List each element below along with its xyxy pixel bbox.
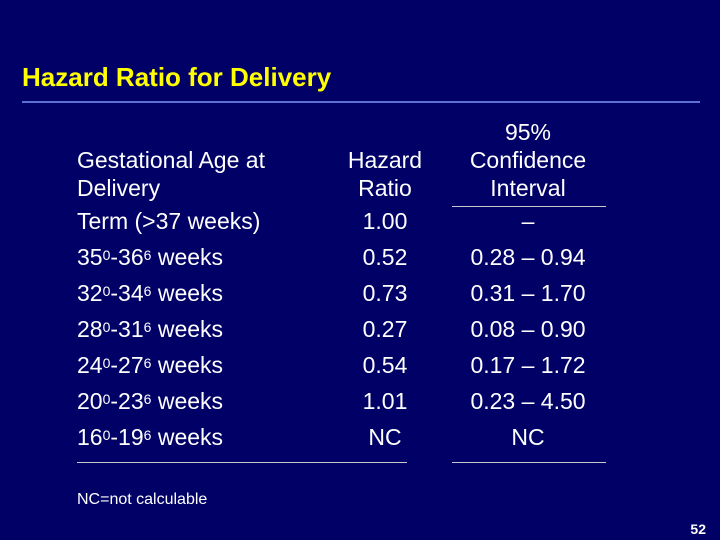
header-rule: [452, 206, 606, 207]
table-cell-confidence-interval: NC: [511, 424, 545, 450]
header-hazard-ratio: Hazard Ratio: [330, 146, 440, 202]
table-cell-hazard-ratio: 0.52: [362, 244, 408, 270]
column-hazard-ratio: 1.00 0.52 0.73 0.27 0.54 1.01 NC: [330, 203, 440, 455]
header-text: 95%: [504, 119, 552, 145]
header-text: Hazard: [347, 147, 423, 173]
table-cell-age: 240-276 weeks: [77, 352, 224, 378]
table-cell-hazard-ratio: 0.73: [362, 280, 408, 306]
header-gestational-age: Gestational Age at Delivery: [77, 146, 265, 202]
column-gestational-age: Term (>37 weeks) 350-366 weeks 320-346 w…: [77, 203, 260, 455]
table-bottom-rule: [452, 462, 606, 463]
table-cell-confidence-interval: 0.08 – 0.90: [470, 316, 586, 342]
table-cell-hazard-ratio: 0.27: [362, 316, 408, 342]
header-confidence-interval: 95% Confidence Interval: [452, 118, 604, 202]
table-cell-age: 160-196 weeks: [77, 424, 224, 450]
slide-title: Hazard Ratio for Delivery: [22, 62, 332, 92]
header-text: Confidence: [469, 147, 587, 173]
table-cell-age: Term (>37 weeks): [77, 208, 261, 234]
table-cell-age: 350-366 weeks: [77, 244, 224, 270]
column-confidence-interval: – 0.28 – 0.94 0.31 – 1.70 0.08 – 0.90 0.…: [452, 203, 604, 455]
footnote: NC=not calculable: [77, 491, 208, 508]
table-cell-confidence-interval: –: [521, 208, 535, 234]
table-cell-hazard-ratio: NC: [368, 424, 402, 450]
header-text: Interval: [490, 175, 566, 201]
header-text: Ratio: [358, 175, 412, 201]
table-cell-age: 320-346 weeks: [77, 280, 224, 306]
table-cell-age: 280-316 weeks: [77, 316, 224, 342]
table-bottom-rule-left: [77, 462, 407, 463]
table-cell-hazard-ratio: 1.00: [362, 208, 408, 234]
table-cell-hazard-ratio: 1.01: [362, 388, 408, 414]
header-text: Delivery: [77, 175, 161, 201]
table-cell-hazard-ratio: 0.54: [362, 352, 408, 378]
title-divider: [22, 101, 700, 103]
table-cell-age: 200-236 weeks: [77, 388, 224, 414]
table-cell-confidence-interval: 0.17 – 1.72: [470, 352, 586, 378]
table-cell-confidence-interval: 0.28 – 0.94: [470, 244, 586, 270]
header-text: Gestational Age at: [77, 147, 265, 173]
table-cell-confidence-interval: 0.23 – 4.50: [470, 388, 586, 414]
table-cell-confidence-interval: 0.31 – 1.70: [470, 280, 586, 306]
page-number: 52: [690, 521, 706, 537]
